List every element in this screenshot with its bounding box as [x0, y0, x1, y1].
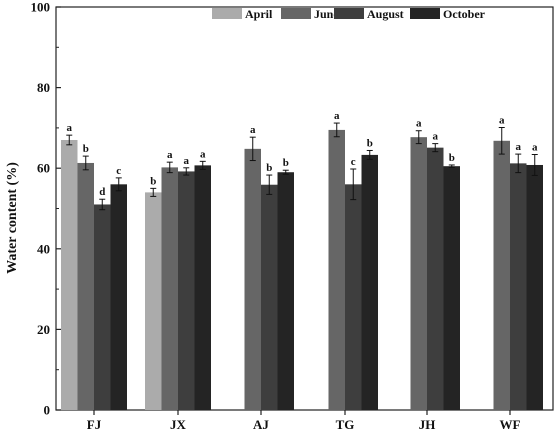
bar-august-fj — [94, 204, 111, 410]
x-tick-label: JX — [170, 417, 187, 432]
legend-label-august: August — [367, 7, 404, 21]
x-tick-label: WF — [500, 417, 521, 432]
y-tick-label: 20 — [37, 322, 50, 337]
y-tick-label: 40 — [37, 241, 50, 256]
x-tick-label: FJ — [87, 417, 102, 432]
legend-swatch-june — [281, 8, 311, 19]
legend-label-april: April — [245, 7, 273, 21]
bar-april-jx — [145, 192, 162, 410]
bar-june-wf — [493, 140, 510, 410]
bar-june-fj — [77, 162, 94, 410]
bar-june-jh — [410, 137, 427, 410]
legend-label-october: October — [443, 7, 486, 21]
y-axis-label: Water content (%) — [5, 162, 20, 274]
significance-letter: b — [367, 137, 373, 149]
legend-swatch-august — [334, 8, 364, 19]
significance-letter: b — [283, 157, 289, 169]
bar-october-fj — [110, 184, 127, 410]
bar-august-tg — [345, 184, 362, 410]
bar-october-jh — [443, 166, 460, 410]
bar-october-wf — [526, 164, 543, 410]
significance-letter: c — [351, 156, 356, 168]
significance-letter: a — [200, 148, 206, 160]
x-tick-label: AJ — [253, 417, 269, 432]
significance-letter: b — [83, 143, 89, 155]
significance-letter: a — [67, 122, 73, 134]
bar-june-tg — [328, 129, 345, 411]
bar-june-jx — [161, 167, 178, 410]
bar-october-jx — [194, 165, 211, 410]
significance-letter: b — [150, 175, 156, 187]
bar-august-jx — [178, 171, 195, 410]
significance-letter: c — [116, 165, 121, 177]
bar-august-wf — [510, 163, 527, 410]
significance-letter: b — [266, 162, 272, 174]
bar-october-tg — [361, 154, 378, 410]
bar-october-aj — [277, 172, 294, 410]
legend-swatch-april — [212, 8, 242, 19]
plot-frame — [55, 6, 554, 411]
bar-august-jh — [427, 147, 444, 410]
x-tick-label: TG — [336, 417, 355, 432]
significance-letter: a — [334, 110, 340, 122]
significance-letter: a — [499, 114, 505, 126]
bar-april-fj — [61, 139, 78, 411]
legend-label-june: June — [314, 7, 339, 21]
significance-letter: a — [416, 118, 422, 130]
significance-letter: b — [449, 152, 455, 164]
legend-swatch-october — [410, 8, 440, 19]
bar-august-aj — [261, 184, 278, 410]
y-tick-label: 100 — [31, 0, 51, 15]
y-tick-label: 0 — [44, 403, 51, 418]
bar-june-aj — [244, 148, 261, 410]
significance-letter: d — [99, 186, 105, 198]
x-tick-label: JH — [419, 417, 436, 432]
significance-letter: a — [433, 131, 439, 143]
significance-letter: a — [516, 141, 522, 153]
y-tick-label: 60 — [37, 161, 50, 176]
significance-letter: a — [184, 155, 190, 167]
significance-letter: a — [167, 149, 173, 161]
y-tick-label: 80 — [37, 80, 50, 95]
significance-letter: a — [532, 141, 538, 153]
significance-letter: a — [250, 124, 256, 136]
